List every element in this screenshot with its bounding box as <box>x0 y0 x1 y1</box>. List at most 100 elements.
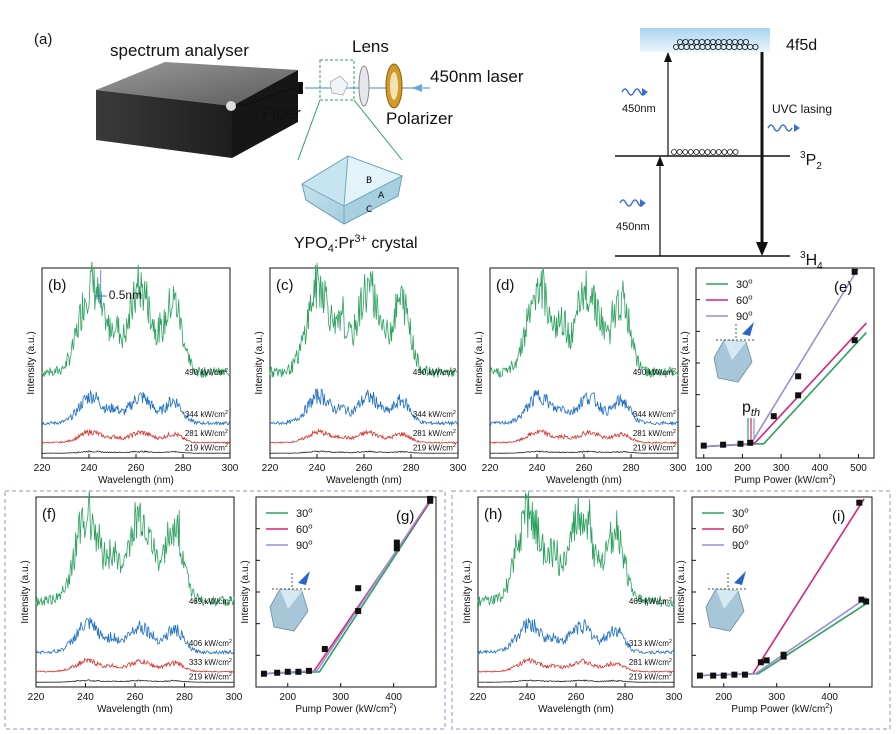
data-point <box>770 413 777 420</box>
x-tick-label: 280 <box>623 463 640 474</box>
spectrum-trace <box>41 390 231 426</box>
panel-label-c: (c) <box>276 277 294 294</box>
legend-label: 60o <box>736 293 753 307</box>
pump-upper-label: 450nm <box>622 103 656 115</box>
legend-label: 90o <box>736 309 753 323</box>
zoom-line-left <box>297 99 321 161</box>
crystal-face-c: C <box>366 205 372 215</box>
spectrum-trace <box>489 450 679 454</box>
x-axis-label: Wavelength (nm) <box>538 704 614 715</box>
y-axis-label: Intensity (a.u.) <box>20 560 31 623</box>
crystal-zoom-box <box>319 59 355 101</box>
x-tick-label: 220 <box>262 463 279 474</box>
spectrum-trace <box>41 429 231 444</box>
panel-label-e: (e) <box>834 279 852 296</box>
spectrum-trace <box>477 491 675 608</box>
x-axis-label: Wavelength (nm) <box>98 475 174 486</box>
spectrum-trace <box>35 617 235 656</box>
pump-photon-upper-icon <box>621 88 647 96</box>
legend-label: 60o <box>296 522 313 536</box>
panel-label-a: (a) <box>34 31 52 48</box>
x-tick-label: 280 <box>176 692 193 703</box>
threshold-label: pth <box>742 399 760 419</box>
electron-dot <box>743 39 750 46</box>
legend-label: 30o <box>732 506 749 520</box>
band-electrons <box>673 39 759 51</box>
spectrum-trace <box>269 263 459 378</box>
panel-a: (a) spectrum analyser Fiber Lens Polariz… <box>34 31 524 255</box>
fit-line-90o <box>261 498 432 675</box>
spectrum-trace <box>489 429 679 444</box>
fiber-cable <box>235 87 301 107</box>
electron-dot <box>727 149 733 155</box>
series-label: 219 kW/cm2 <box>185 443 228 452</box>
data-point <box>305 667 312 674</box>
level-4f5d-label: 4f5d <box>786 37 817 54</box>
zoom-line-right <box>353 99 403 161</box>
x-tick-label: 240 <box>309 463 326 474</box>
x-tick-label: 260 <box>576 463 593 474</box>
crystal-orientation-icon <box>705 571 746 632</box>
series-label: 406 kW/cm2 <box>189 639 232 648</box>
x-tick-label: 260 <box>127 692 144 703</box>
data-point <box>763 657 770 664</box>
data-point <box>757 659 764 666</box>
x-tick-label: 400 <box>811 463 828 474</box>
data-point <box>747 439 754 446</box>
series-label: 344 kW/cm2 <box>185 410 228 419</box>
x-tick-label: 260 <box>356 463 373 474</box>
data-point <box>260 670 267 677</box>
electron-dot <box>682 149 689 155</box>
spectrum-trace <box>41 261 231 379</box>
x-tick-label: 200 <box>715 692 732 703</box>
polarizer-label: Polarizer <box>386 109 453 128</box>
x-axis-label: Pump Power (kW/cm2) <box>734 474 835 486</box>
data-point <box>731 671 738 678</box>
series-label: 469 kW/cm2 <box>189 597 232 606</box>
spectrum-panel-c: (c) 220 240 260 280 300 Wavelength (nm) Intensi… <box>254 263 467 486</box>
power-panel-e: 100 200 300 400 500 Pump Power (kW/cm2) Intens… <box>680 267 875 486</box>
data-point <box>851 337 858 344</box>
series-label: 490 kW/cm2 <box>413 368 456 377</box>
series-label: 219 kW/cm2 <box>629 672 672 681</box>
panel-label-d: (d) <box>496 277 514 294</box>
fiber-connector-icon <box>298 82 303 94</box>
x-tick-label: 240 <box>77 692 94 703</box>
series-label: 281 kW/cm2 <box>629 658 672 667</box>
panel-label-b: (b) <box>48 277 66 294</box>
series-label: 344 kW/cm2 <box>633 410 676 419</box>
pump-photon-lower-icon <box>619 199 645 207</box>
x-tick-label: 300 <box>670 463 687 474</box>
x-tick-label: 240 <box>529 463 546 474</box>
panel-label-g: (g) <box>396 508 414 525</box>
data-point <box>427 495 434 502</box>
level-electrons <box>671 149 739 155</box>
data-point <box>393 545 400 552</box>
linewidth-label: 0.5nm <box>109 288 142 302</box>
spectrum-trace <box>269 388 459 427</box>
x-tick-label: 280 <box>617 692 634 703</box>
data-point <box>737 440 744 447</box>
fit-line-30o <box>261 500 432 675</box>
fit-line-90o <box>697 597 868 677</box>
series-label: 281 kW/cm2 <box>413 429 456 438</box>
x-tick-label: 100 <box>695 463 712 474</box>
x-tick-label: 220 <box>28 692 45 703</box>
spectrum-panel-d: (d) 220 240 260 280 300 Wavelength (nm) Intensi… <box>474 267 687 486</box>
series-label: 333 kW/cm2 <box>189 658 232 667</box>
spectrum-trace <box>35 679 235 683</box>
x-tick-label: 300 <box>332 692 349 703</box>
data-point <box>780 651 787 658</box>
x-axis-label: Pump Power (kW/cm2) <box>731 703 832 715</box>
analyser-port-icon <box>226 101 236 111</box>
data-point <box>795 392 802 399</box>
x-axis-label: Wavelength (nm) <box>97 704 173 715</box>
power-layer: 100 200 300 400 500 Pump Power (kW/cm2) Intens… <box>240 267 875 715</box>
crystal-orientation-icon <box>269 571 310 632</box>
x-tick-label: 300 <box>226 692 243 703</box>
energy-level-diagram: 4f5d 3P2 3H4 450nm 450nm UVC lasing <box>615 28 832 272</box>
y-axis-label: Intensity (a.u.) <box>462 560 473 623</box>
x-tick-label: 280 <box>175 463 192 474</box>
data-point <box>856 499 863 506</box>
